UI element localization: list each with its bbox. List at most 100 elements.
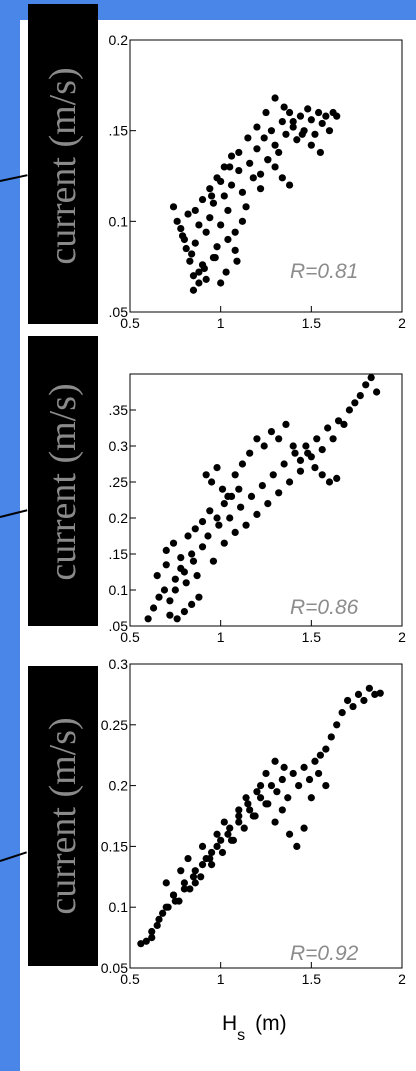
- data-point: [289, 118, 297, 126]
- data-point: [195, 593, 203, 601]
- data-point: [267, 127, 276, 135]
- data-point: [235, 812, 243, 820]
- data-point: [325, 478, 334, 486]
- data-point: [293, 842, 301, 851]
- data-point: [231, 246, 239, 254]
- data-point: [253, 510, 261, 518]
- data-point: [311, 757, 319, 765]
- data-point: [258, 482, 266, 490]
- data-point: [198, 518, 207, 526]
- data-point: [256, 185, 265, 193]
- data-point: [202, 228, 210, 236]
- top-blue-strip: [0, 0, 416, 20]
- data-point: [285, 478, 294, 486]
- x-tick-label: 0.5: [120, 971, 140, 987]
- x-tick-label: 1: [217, 315, 225, 331]
- data-point: [291, 449, 299, 457]
- data-point: [184, 854, 192, 863]
- data-point: [285, 830, 294, 838]
- data-point: [371, 690, 379, 699]
- x-tick-label: 2: [398, 971, 406, 987]
- data-point: [171, 575, 179, 583]
- data-point: [149, 604, 158, 612]
- plot-frame-1: [129, 39, 403, 313]
- data-point: [338, 709, 346, 717]
- data-point: [220, 539, 228, 547]
- data-point: [142, 937, 150, 945]
- data-point: [314, 108, 323, 117]
- data-point: [284, 794, 292, 802]
- data-point: [213, 842, 221, 851]
- data-point: [198, 543, 207, 551]
- y-tick-label: 0.2: [109, 778, 129, 794]
- ylabel-box-1: current (m/s): [28, 4, 98, 324]
- data-point: [278, 775, 286, 784]
- data-point: [264, 500, 272, 508]
- data-point: [354, 690, 363, 699]
- data-point: [316, 751, 324, 759]
- x-tick-label: 2: [398, 315, 406, 331]
- data-point: [249, 174, 257, 182]
- data-point: [313, 435, 321, 443]
- data-point: [186, 257, 194, 265]
- data-point: [333, 721, 341, 729]
- y-tick-label: .15: [109, 123, 129, 139]
- x-tick-label: 0.5: [120, 629, 140, 645]
- data-point: [206, 854, 214, 863]
- data-point: [231, 528, 239, 537]
- data-point: [191, 867, 199, 875]
- data-point: [367, 374, 375, 382]
- data-point: [220, 192, 228, 200]
- data-point: [233, 257, 241, 265]
- data-point: [188, 550, 196, 558]
- x-axis-title-main: H: [222, 1012, 237, 1035]
- data-point: [198, 195, 207, 204]
- data-point: [296, 112, 305, 120]
- y-tick-label: .25: [109, 474, 129, 490]
- data-point: [208, 192, 216, 200]
- data-point: [318, 471, 326, 479]
- data-point: [173, 217, 181, 225]
- data-point: [314, 769, 323, 778]
- ylabel-box-2: current (m/s): [28, 336, 98, 626]
- data-point: [362, 381, 370, 389]
- data-point: [195, 268, 203, 276]
- data-point: [253, 435, 261, 443]
- data-point: [227, 836, 236, 844]
- left-blue-strip: [0, 0, 20, 1071]
- data-point: [240, 824, 248, 832]
- data-point: [173, 615, 181, 623]
- data-point: [296, 456, 305, 464]
- data-point: [227, 152, 236, 160]
- data-point: [282, 130, 290, 138]
- data-point: [235, 806, 243, 814]
- x-axis-title-unit: (m): [255, 1012, 286, 1035]
- data-point: [197, 873, 205, 881]
- data-point: [275, 148, 283, 157]
- data-point: [300, 824, 308, 832]
- y-tick-label: 0.1: [109, 213, 129, 229]
- data-point: [271, 141, 279, 149]
- data-point: [148, 927, 156, 936]
- data-point: [304, 105, 312, 113]
- data-point: [333, 112, 341, 120]
- data-point: [189, 873, 198, 881]
- data-point: [226, 824, 234, 832]
- x-tick-label: 2: [398, 629, 406, 645]
- data-point: [244, 134, 252, 142]
- y-tick-label: 0.3: [109, 656, 129, 672]
- data-point: [198, 861, 207, 869]
- data-point: [169, 203, 178, 211]
- plot-frame-3: [129, 663, 403, 969]
- x-tick-label: 1: [217, 971, 225, 987]
- data-point: [278, 118, 286, 126]
- data-point: [300, 763, 308, 771]
- data-point: [177, 554, 185, 562]
- data-point: [195, 279, 203, 287]
- data-point: [227, 181, 236, 189]
- data-point: [162, 903, 170, 911]
- data-point: [327, 733, 335, 741]
- data-point: [202, 275, 210, 283]
- data-point: [186, 885, 194, 893]
- data-point: [218, 848, 227, 857]
